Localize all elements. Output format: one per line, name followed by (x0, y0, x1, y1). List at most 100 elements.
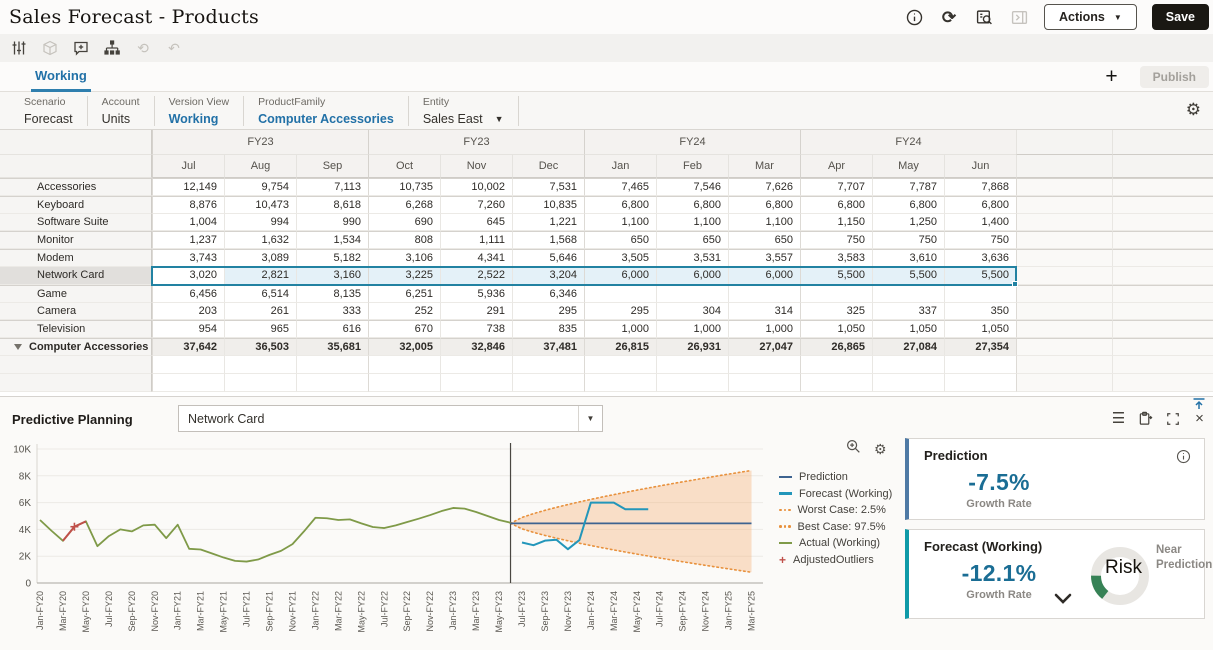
grid-cell[interactable]: 750 (944, 231, 1016, 249)
chart-settings-gear-icon[interactable]: ⚙ (874, 442, 887, 456)
grid-cell[interactable]: 650 (656, 231, 728, 249)
grid-cell[interactable]: 3,204 (512, 267, 584, 285)
grid-cell[interactable]: 6,000 (656, 267, 728, 285)
save-button[interactable]: Save (1152, 4, 1209, 30)
grid-cell[interactable] (584, 285, 656, 303)
grid-cell[interactable]: 1,250 (872, 214, 944, 232)
close-icon[interactable]: × (1191, 410, 1208, 427)
grid-cell[interactable]: 4,341 (440, 249, 512, 267)
column-header-dec[interactable]: Dec (512, 155, 584, 178)
grid-cell[interactable]: 690 (368, 214, 440, 232)
grid-cell[interactable]: 7,626 (728, 178, 800, 196)
grid-cell[interactable]: 1,400 (944, 214, 1016, 232)
grid-cell[interactable]: 1,050 (800, 320, 872, 338)
grid-cell[interactable]: 7,868 (944, 178, 1016, 196)
grid-cell[interactable]: 1,237 (152, 231, 224, 249)
grid-cell[interactable]: 1,000 (656, 320, 728, 338)
grid-cell[interactable]: 252 (368, 303, 440, 321)
job-console-icon[interactable] (974, 7, 994, 27)
grid-cell[interactable]: 8,876 (152, 196, 224, 214)
grid-cell[interactable]: 6,268 (368, 196, 440, 214)
grid-cell[interactable]: 1,150 (800, 214, 872, 232)
grid-cell[interactable]: 7,707 (800, 178, 872, 196)
grid-cell[interactable]: 990 (296, 214, 368, 232)
quarter-header[interactable]: FY23 (368, 130, 584, 155)
grid-cell[interactable]: 5,936 (440, 285, 512, 303)
grid-cell[interactable]: 954 (152, 320, 224, 338)
tab-working[interactable]: Working (31, 62, 91, 92)
maximize-icon[interactable] (1164, 410, 1181, 427)
grid-cell[interactable]: 7,531 (512, 178, 584, 196)
grid-cell[interactable]: 6,000 (584, 267, 656, 285)
grid-cell[interactable]: 6,000 (728, 267, 800, 285)
column-header-feb[interactable]: Feb (656, 155, 728, 178)
column-header-jun[interactable]: Jun (944, 155, 1016, 178)
info-icon[interactable] (904, 7, 924, 27)
row-header-keyboard[interactable]: Keyboard (0, 196, 152, 214)
grid-cell[interactable]: 1,000 (584, 320, 656, 338)
grid-cell[interactable]: 10,835 (512, 196, 584, 214)
grid-cell[interactable]: 6,346 (512, 285, 584, 303)
grid-cell[interactable]: 8,618 (296, 196, 368, 214)
grid-cell[interactable]: 37,642 (152, 338, 224, 356)
grid-cell[interactable]: 350 (944, 303, 1016, 321)
column-header-aug[interactable]: Aug (224, 155, 296, 178)
grid-cell[interactable]: 295 (512, 303, 584, 321)
grid-cell[interactable]: 7,260 (440, 196, 512, 214)
grid-cell[interactable]: 9,754 (224, 178, 296, 196)
grid-cell[interactable]: 291 (440, 303, 512, 321)
grid-cell[interactable]: 1,111 (440, 231, 512, 249)
grid-cell[interactable]: 3,089 (224, 249, 296, 267)
row-header-monitor[interactable]: Monitor (0, 231, 152, 249)
pov-member-value[interactable]: Computer Accessories (258, 112, 394, 126)
grid-cell[interactable]: 6,514 (224, 285, 296, 303)
member-dropdown-arrow-icon[interactable]: ▼ (578, 406, 602, 431)
add-tab-icon[interactable]: + (1099, 66, 1123, 87)
chevron-down-icon[interactable] (1054, 592, 1072, 604)
grid-cell[interactable]: 325 (800, 303, 872, 321)
grid-cell[interactable]: 6,251 (368, 285, 440, 303)
pov-member-value[interactable]: Units (102, 112, 140, 126)
row-header-computer-accessories[interactable]: Computer Accessories (0, 338, 152, 356)
actions-button[interactable]: Actions ▼ (1044, 4, 1137, 30)
hierarchy-icon[interactable] (103, 39, 121, 57)
adjust-sliders-icon[interactable] (10, 39, 28, 57)
grid-cell[interactable]: 6,800 (944, 196, 1016, 214)
grid-cell[interactable]: 3,160 (296, 267, 368, 285)
grid-cell[interactable]: 5,500 (800, 267, 872, 285)
row-header-software-suite[interactable]: Software Suite (0, 214, 152, 232)
grid-cell[interactable]: 304 (656, 303, 728, 321)
grid-cell[interactable]: 5,500 (944, 267, 1016, 285)
pov-member-value[interactable]: Working (169, 112, 230, 126)
grid-cell[interactable]: 750 (872, 231, 944, 249)
grid-cell[interactable]: 3,020 (152, 267, 224, 285)
grid-cell[interactable]: 27,047 (728, 338, 800, 356)
grid-cell[interactable]: 1,100 (584, 214, 656, 232)
grid-cell[interactable]: 5,500 (872, 267, 944, 285)
grid-cell[interactable]: 3,225 (368, 267, 440, 285)
grid-cell[interactable]: 26,865 (800, 338, 872, 356)
grid-cell[interactable]: 5,646 (512, 249, 584, 267)
column-header-mar[interactable]: Mar (728, 155, 800, 178)
grid-cell[interactable] (872, 285, 944, 303)
chart-zoom-icon[interactable] (846, 439, 861, 459)
grid-cell[interactable]: 2,522 (440, 267, 512, 285)
grid-cell[interactable]: 645 (440, 214, 512, 232)
grid-cell[interactable]: 6,800 (584, 196, 656, 214)
grid-cell[interactable]: 36,503 (224, 338, 296, 356)
grid-cell[interactable]: 333 (296, 303, 368, 321)
grid-cell[interactable]: 1,100 (728, 214, 800, 232)
grid-cell[interactable]: 1,004 (152, 214, 224, 232)
grid-cell[interactable]: 35,681 (296, 338, 368, 356)
grid-cell[interactable]: 3,583 (800, 249, 872, 267)
grid-cell[interactable]: 8,135 (296, 285, 368, 303)
grid-cell[interactable]: 5,182 (296, 249, 368, 267)
grid-cell[interactable]: 738 (440, 320, 512, 338)
grid-cell[interactable] (728, 285, 800, 303)
grid-cell[interactable]: 650 (728, 231, 800, 249)
grid-cell[interactable] (944, 285, 1016, 303)
grid-cell[interactable]: 835 (512, 320, 584, 338)
grid-cell[interactable]: 1,050 (872, 320, 944, 338)
grid-cell[interactable]: 203 (152, 303, 224, 321)
pov-item-version-view[interactable]: Version ViewWorking (155, 96, 245, 126)
